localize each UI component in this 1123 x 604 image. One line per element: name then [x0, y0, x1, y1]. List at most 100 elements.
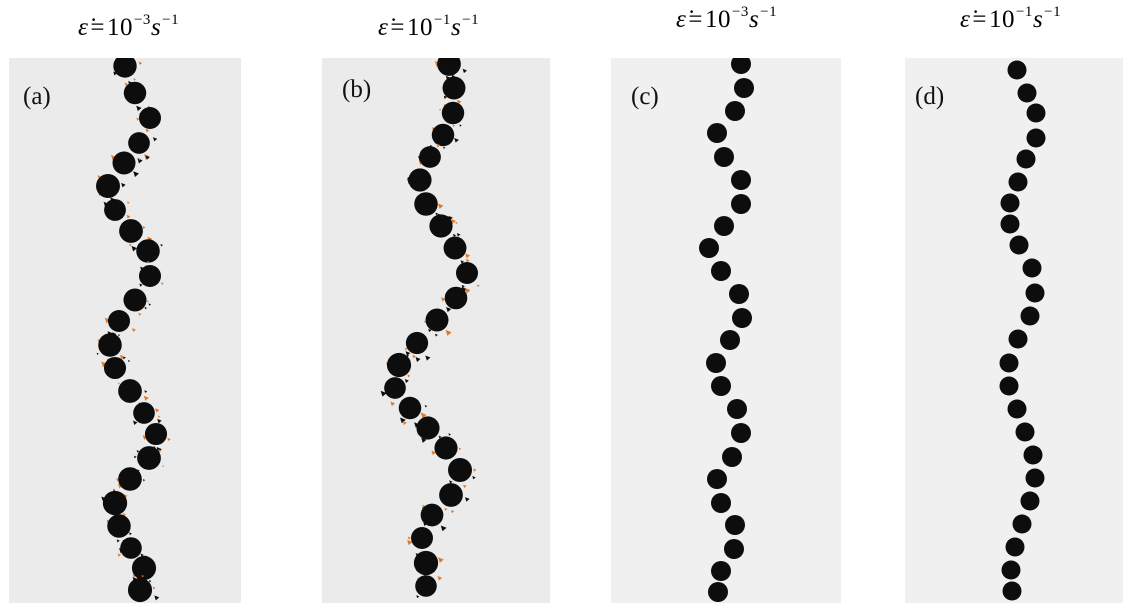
particle	[711, 261, 731, 281]
fracture-fragment	[113, 489, 116, 492]
fracture-fragment	[137, 158, 143, 164]
fracture-fragment	[424, 405, 428, 408]
particle	[138, 106, 162, 130]
fracture-fragment	[118, 334, 121, 337]
fracture-fragment	[96, 352, 99, 356]
fracture-fragment	[127, 201, 130, 205]
particle	[408, 168, 432, 192]
particle	[442, 76, 466, 100]
fracture-fragment	[450, 509, 455, 514]
fracture-fragment	[445, 329, 452, 336]
particle	[699, 238, 719, 258]
fracture-fragment	[465, 253, 471, 259]
particle	[724, 539, 744, 559]
particle	[384, 377, 406, 399]
particle	[999, 353, 1019, 373]
fracture-fragment	[437, 203, 444, 209]
fracture-fragment	[448, 433, 451, 436]
particle	[731, 423, 751, 443]
particle	[729, 284, 749, 304]
particle	[439, 483, 463, 507]
particle	[1020, 306, 1040, 326]
fracture-fragment	[136, 105, 142, 112]
fracture-fragment	[154, 595, 160, 601]
fracture-fragment	[444, 507, 448, 511]
fracture-fragment	[390, 401, 396, 407]
fracture-fragment	[160, 243, 163, 247]
particle	[720, 330, 740, 350]
fracture-fragment	[161, 282, 164, 285]
fracture-fragment	[439, 108, 442, 111]
fracture-fragment	[144, 390, 148, 394]
particle	[725, 101, 745, 121]
particle	[441, 101, 465, 125]
panel-c: (c)	[611, 58, 841, 603]
particle	[444, 286, 468, 310]
fracture-fragment	[129, 243, 132, 247]
particle	[437, 58, 461, 76]
fracture-fragment	[402, 421, 407, 426]
particle	[999, 376, 1019, 396]
fracture-fragment	[101, 361, 107, 368]
fracture-fragment	[116, 477, 120, 482]
panel-d-label: (d)	[915, 83, 945, 110]
fracture-fragment	[464, 497, 470, 502]
fracture-fragment	[407, 536, 411, 540]
fracture-fragment	[145, 128, 150, 133]
fracture-fragment	[133, 78, 136, 81]
fracture-fragment	[449, 480, 453, 484]
particle	[711, 493, 731, 513]
fracture-fragment	[465, 258, 470, 263]
fracture-fragment	[455, 221, 458, 225]
particle	[1025, 468, 1045, 488]
fracture-fragment	[127, 360, 131, 363]
fracture-fragment	[458, 447, 462, 451]
particle	[431, 123, 455, 147]
particle	[731, 194, 751, 214]
fracture-fragment	[113, 71, 118, 76]
particle	[425, 308, 449, 332]
fracture-fragment	[412, 354, 416, 359]
particle	[714, 147, 734, 167]
fracture-fragment	[452, 124, 456, 127]
particle	[123, 288, 147, 312]
particle	[1008, 172, 1028, 192]
particle	[722, 447, 742, 467]
particle	[455, 261, 479, 285]
particle	[443, 236, 467, 260]
particle	[706, 353, 726, 373]
fracture-fragment	[435, 212, 439, 216]
particle	[138, 264, 162, 288]
fracture-fragment	[416, 595, 420, 599]
particle	[123, 81, 147, 105]
fracture-fragment	[437, 575, 443, 581]
particle	[107, 309, 131, 333]
particle	[1015, 422, 1035, 442]
particle	[1005, 537, 1025, 557]
fracture-fragment	[428, 328, 432, 333]
panel-a-label: (a)	[23, 83, 51, 110]
particle	[103, 356, 127, 380]
particle	[731, 170, 751, 190]
fracture-fragment	[132, 420, 138, 425]
particle	[1008, 329, 1028, 349]
fracture-fragment	[138, 61, 143, 66]
particle	[1012, 514, 1032, 534]
fracture-fragment	[460, 260, 465, 264]
particle	[137, 446, 161, 470]
fracture-fragment	[431, 450, 436, 456]
fracture-fragment	[136, 117, 140, 121]
fracture-fragment	[104, 317, 111, 324]
fracture-fragment	[424, 320, 427, 324]
particle	[107, 514, 131, 538]
fracture-fragment	[454, 137, 459, 143]
particle	[1016, 149, 1036, 169]
particle-chain-b	[380, 58, 480, 599]
fracture-fragment	[126, 214, 131, 219]
fracture-fragment	[434, 333, 438, 337]
particle	[419, 146, 441, 168]
fracture-fragment	[141, 574, 144, 578]
particle	[144, 422, 168, 446]
fracture-fragment	[452, 233, 457, 237]
fracture-fragment	[117, 382, 120, 385]
